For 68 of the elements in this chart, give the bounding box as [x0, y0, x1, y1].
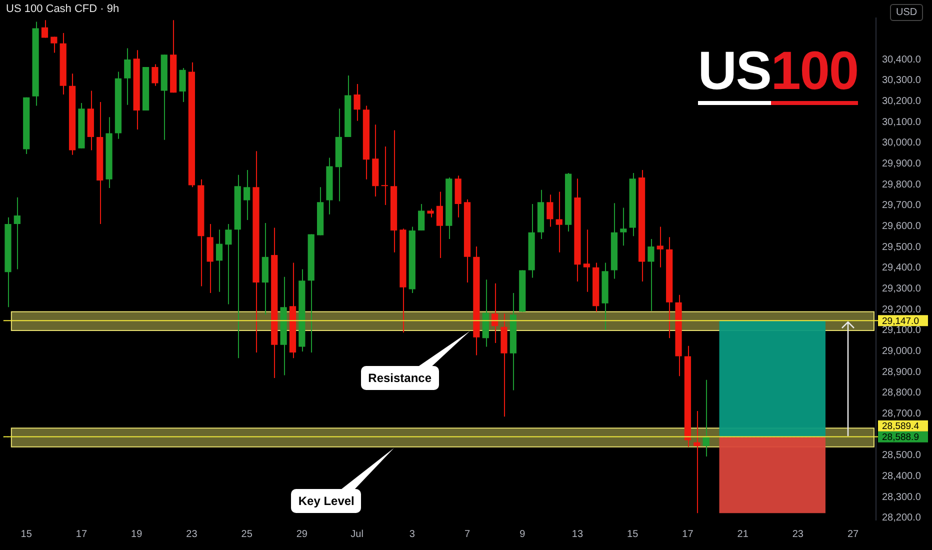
x-tick-label: 7 — [464, 528, 470, 540]
candlestick — [492, 282, 498, 344]
candlestick — [41, 20, 48, 38]
y-tick-label: 30,100.0 — [882, 116, 922, 128]
x-tick-label: 19 — [131, 528, 143, 540]
chart-title: US 100 Cash CFD · 9h — [6, 3, 120, 15]
candlestick — [124, 48, 131, 106]
candlestick — [354, 84, 360, 122]
candlestick — [546, 194, 554, 228]
candlestick — [381, 146, 388, 206]
y-tick-label: 29,100.0 — [882, 325, 922, 336]
x-tick-label: 15 — [20, 528, 32, 540]
annotation: US100 — [698, 41, 858, 103]
candlestick — [556, 191, 562, 253]
candlestick — [648, 238, 654, 312]
y-tick-label: 29,000.0 — [882, 346, 922, 358]
y-tick-label: 28,800.0 — [882, 388, 922, 399]
candlestick — [225, 224, 232, 305]
x-tick-label: Jul — [350, 528, 364, 540]
x-tick-label: 25 — [241, 528, 253, 540]
candlestick — [216, 229, 223, 292]
candlestick — [418, 204, 425, 231]
y-tick-label: 29,300.0 — [882, 284, 922, 295]
y-tick-label: 30,000.0 — [882, 138, 922, 149]
candlestick — [50, 36, 58, 54]
y-tick-label: 29,200.0 — [882, 304, 922, 316]
candlestick — [702, 379, 710, 457]
candlestick — [583, 229, 590, 292]
candlestick — [694, 410, 700, 514]
y-tick-label: 29,500.0 — [882, 242, 922, 253]
ref-line-label: 29,147.0 — [882, 316, 919, 327]
x-tick-label: 17 — [682, 528, 694, 540]
y-tick-label: 29,400.0 — [882, 262, 922, 274]
y-tick-label: 28,500.0 — [882, 450, 922, 462]
x-tick-label: 27 — [847, 528, 860, 540]
y-tick-label: 29,900.0 — [882, 158, 922, 170]
candlestick — [656, 226, 664, 268]
y-tick-label: 30,200.0 — [882, 96, 922, 108]
x-tick-label: 29 — [296, 528, 308, 540]
x-tick-label: 23 — [186, 528, 198, 540]
candlestick — [152, 64, 158, 86]
y-tick-label: 29,600.0 — [882, 221, 922, 232]
x-tick-label: 21 — [737, 528, 749, 540]
x-tick-label: 15 — [627, 528, 639, 540]
ref-line-label: 28,589.4 — [882, 421, 919, 432]
y-tick-label: 30,300.0 — [882, 75, 922, 86]
y-axis-title: USD — [890, 4, 924, 21]
ref-line-label: 28,588.9 — [882, 432, 919, 444]
candlestick — [620, 207, 627, 246]
candlestick — [436, 191, 444, 258]
y-tick-label: 30,400.0 — [882, 54, 922, 66]
candlestick — [14, 196, 20, 270]
annotation: Key Level — [291, 488, 362, 513]
candlestick — [179, 67, 186, 102]
x-tick-label: 17 — [76, 528, 88, 540]
y-tick-label: 28,900.0 — [882, 366, 922, 378]
x-tick-label: 23 — [792, 528, 804, 540]
x-tick-label: 9 — [520, 528, 526, 540]
x-tick-label: 3 — [409, 528, 416, 540]
y-tick-label: 29,800.0 — [882, 179, 922, 190]
annotation: Resistance — [361, 366, 439, 390]
y-tick-label: 28,300.0 — [882, 492, 922, 503]
y-tick-label: 28,700.0 — [882, 408, 922, 420]
y-tick-label: 28,400.0 — [882, 471, 922, 482]
x-tick-label: 13 — [572, 528, 584, 540]
candlestick — [244, 170, 250, 221]
y-tick-label: 29,700.0 — [882, 200, 922, 212]
y-tick-label: 28,200.0 — [882, 512, 922, 524]
